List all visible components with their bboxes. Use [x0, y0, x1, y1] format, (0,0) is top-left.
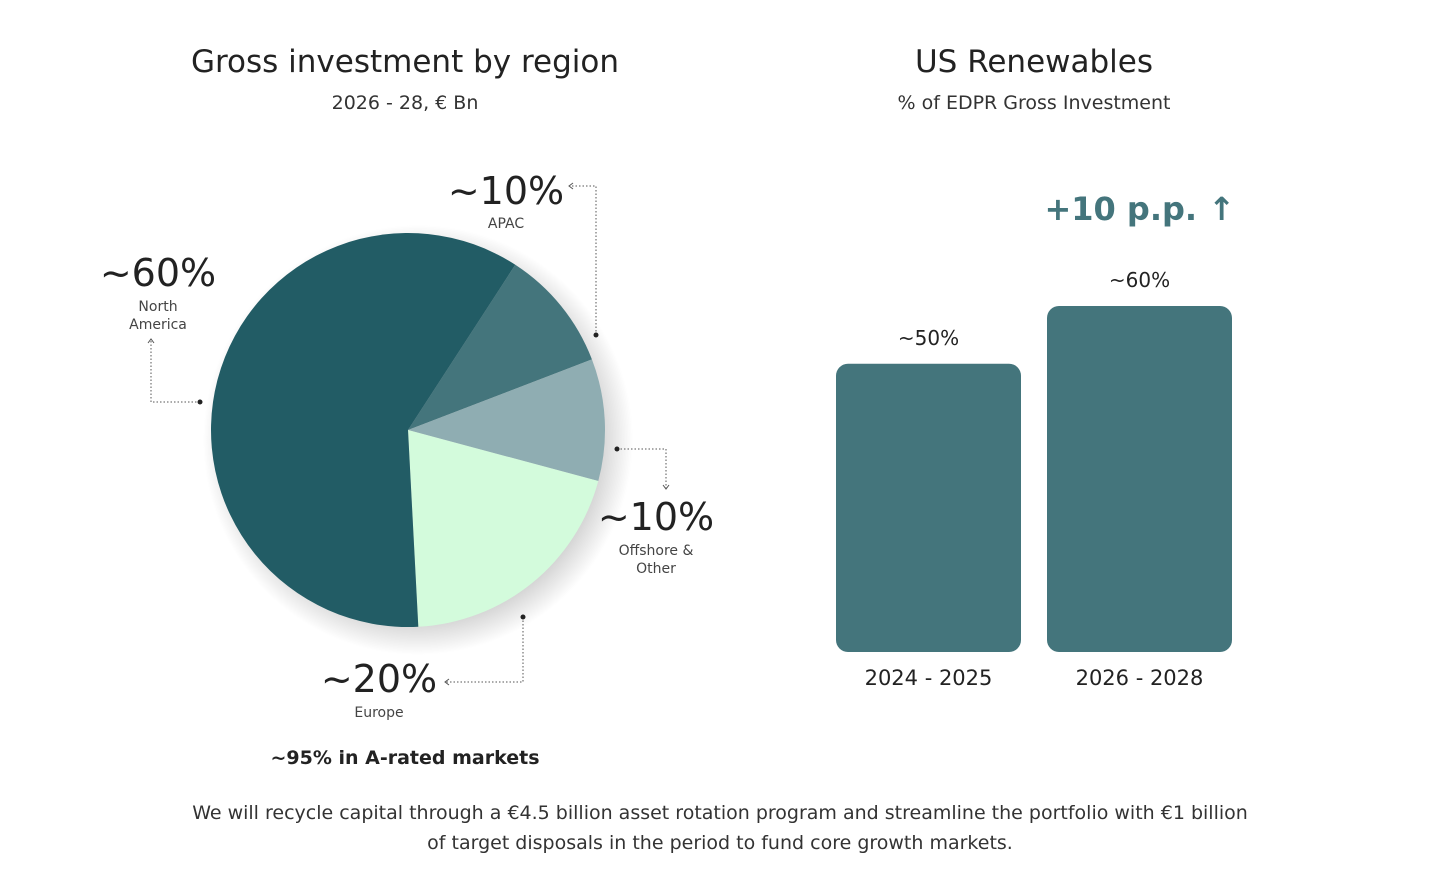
- bar-1: [836, 363, 1021, 652]
- delta-badge: +10 p.p. ↑: [1044, 190, 1235, 228]
- leader-dot-north-america: [197, 399, 203, 405]
- leader-dot-offshore: [614, 446, 620, 452]
- slice-pct-europe: ~20%: [320, 657, 438, 701]
- pie-slices: [210, 233, 606, 628]
- slice-label-europe: ~20% Europe: [319, 660, 439, 722]
- slice-name-offshore-line1: Offshore &: [618, 543, 694, 559]
- footer-line-2: of target disposals in the period to fun…: [427, 832, 1013, 854]
- slice-label-apac: ~10% APAC: [446, 172, 566, 233]
- bar-chart-title: US Renewables: [914, 44, 1154, 80]
- slice-label-north-america: ~60% North America: [98, 254, 218, 334]
- a-rated-highlight: ~95% in A-rated markets: [270, 747, 540, 769]
- arrowhead-apac: [568, 182, 574, 190]
- leader-dots: [197, 332, 620, 620]
- leader-line-apac: [570, 185, 597, 335]
- pie-chart-title: Gross investment by region: [190, 44, 620, 80]
- footer-text: We will recycle capital through a €4.5 b…: [120, 798, 1320, 858]
- bar-value-label-1: ~50%: [897, 325, 960, 350]
- footer-line-1: We will recycle capital through a €4.5 b…: [192, 802, 1248, 824]
- leader-arrowheads: [147, 182, 670, 686]
- bar-marks: [836, 306, 1232, 652]
- pie-chart-subtitle: 2026 - 28, € Bn: [331, 92, 479, 114]
- slice-name-europe: Europe: [354, 705, 404, 721]
- slice-pct-north-america: ~60%: [99, 251, 217, 295]
- pie-slice-europe: [408, 430, 599, 627]
- leader-dot-europe: [520, 614, 526, 620]
- pie-slice-north-america: [210, 233, 516, 628]
- bar-chart-subtitle: % of EDPR Gross Investment: [897, 92, 1171, 114]
- leader-line-europe: [446, 617, 524, 683]
- leader-lines: [150, 185, 667, 683]
- bar-category-label-1: 2024 - 2025: [864, 666, 993, 690]
- arrowhead-offshore: [662, 484, 670, 490]
- arrowhead-north-america: [147, 338, 155, 344]
- arrowhead-europe: [444, 678, 450, 686]
- slice-name-north-america-line1: North: [138, 299, 178, 315]
- slice-pct-apac: ~10%: [447, 169, 565, 213]
- slice-pct-offshore: ~10%: [597, 495, 715, 539]
- pie-slice-apac: [408, 264, 592, 430]
- bar-value-label-2: ~60%: [1108, 268, 1171, 292]
- bar-2: [1047, 306, 1232, 652]
- leader-dot-apac: [593, 332, 599, 338]
- slice-name-offshore-line2: Other: [636, 561, 676, 577]
- leader-line-offshore: [617, 448, 667, 488]
- slice-name-apac: APAC: [487, 216, 525, 232]
- slice-label-offshore: ~10% Offshore & Other: [596, 498, 716, 578]
- bar-category-label-2: 2026 - 2028: [1075, 666, 1204, 690]
- slice-name-north-america-line2: America: [129, 317, 187, 333]
- leader-line-north-america: [150, 340, 200, 403]
- pie-slice-offshore: [408, 359, 606, 481]
